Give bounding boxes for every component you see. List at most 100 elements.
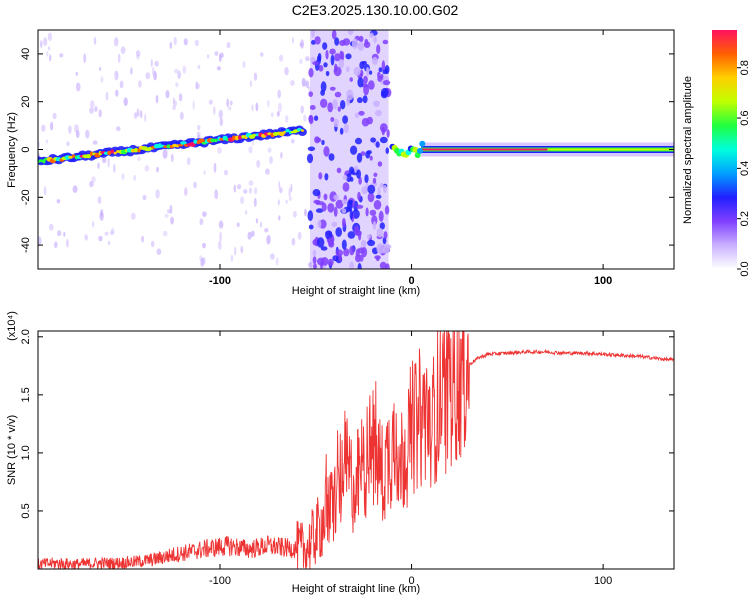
snr-x-tick-label: -100 — [209, 575, 231, 587]
ridge-core — [300, 129, 304, 132]
noise-blob — [345, 53, 352, 60]
page-title: C2E3.2025.130.10.00.G02 — [291, 2, 459, 18]
spectrogram-speckle — [290, 183, 293, 193]
snr-y-axis-title: SNR (10 * v/v) — [6, 415, 18, 485]
spectrogram-speckle — [45, 139, 48, 144]
spectrogram-speckle — [164, 213, 169, 218]
ridge-core — [172, 143, 178, 148]
spectrogram-y-tick-label: 40 — [20, 48, 32, 60]
noise-blob — [308, 68, 314, 78]
spectrogram-speckle — [226, 41, 231, 49]
spectrogram-speckle — [93, 37, 97, 45]
spectrogram-speckle — [173, 36, 177, 46]
spectrogram-speckle — [233, 184, 236, 193]
snr-y-tick-label: 2.0 — [20, 329, 32, 344]
noise-blob — [346, 89, 354, 101]
spectrogram-y-tick-label: 20 — [20, 96, 32, 108]
noise-blob — [322, 42, 328, 50]
spectrogram-speckle — [265, 168, 270, 175]
spectrogram-speckle — [47, 46, 51, 51]
spectrogram-speckle — [278, 215, 281, 221]
spectrogram-speckle — [52, 112, 57, 120]
noise-blob — [333, 206, 338, 217]
noise-blob — [342, 115, 348, 124]
noise-blob — [372, 221, 377, 230]
noise-blob — [338, 59, 345, 69]
spectrogram-speckle — [299, 42, 304, 47]
spectrogram-speckle — [228, 106, 232, 111]
noise-blob — [363, 41, 371, 48]
spectrogram-speckle — [218, 220, 224, 229]
noise-blob — [356, 152, 363, 163]
noise-blob — [340, 100, 346, 110]
spectrogram-speckle — [256, 160, 261, 168]
noise-blob — [362, 95, 368, 104]
noise-blob — [314, 36, 321, 45]
spectrogram-speckle — [216, 66, 221, 71]
ridge-core — [214, 138, 218, 143]
spectrogram-speckle — [243, 189, 248, 194]
spectrogram-speckle — [144, 113, 147, 123]
spectrogram-speckle — [135, 50, 141, 57]
noise-blob — [323, 62, 328, 68]
ridge-core — [113, 151, 117, 155]
spectrogram-speckle — [145, 72, 151, 80]
spectrogram-speckle — [74, 124, 79, 133]
noise-blob — [369, 32, 374, 39]
spectrogram-speckle — [229, 100, 233, 106]
colorbar: 0.0 0.2 0.4 0.6 0.8 Normalized spectral ampl… — [682, 30, 750, 277]
noise-blob — [308, 261, 313, 268]
noise-blob — [331, 30, 337, 40]
colorbar-tick-label: 0.0 — [739, 261, 750, 276]
ridge-core — [297, 128, 302, 131]
snr-x-tick-label: 0 — [408, 575, 414, 587]
colorbar-ticks: 0.0 0.2 0.4 0.6 0.8 — [737, 60, 750, 277]
spectrogram-x-tick-label: -100 — [209, 275, 231, 287]
spectrogram-speckle — [107, 157, 110, 168]
noise-blob — [365, 207, 369, 217]
spectrogram-speckle — [94, 106, 98, 112]
noise-blob — [349, 77, 353, 82]
spectrogram-speckle — [234, 246, 237, 256]
noise-blob — [333, 118, 339, 128]
snr-y-ticks: 0.5 1.0 1.5 2.0 — [20, 329, 674, 519]
spectrogram-speckle — [300, 105, 304, 114]
noise-blob — [381, 126, 385, 136]
spectrogram-speckle — [154, 60, 159, 67]
noise-blob — [382, 69, 388, 75]
noise-blob — [383, 231, 388, 240]
spectrogram-speckle — [165, 90, 170, 99]
spectrogram-speckle — [253, 187, 258, 195]
spectrogram-speckle — [49, 54, 52, 62]
spectrogram-speckle — [150, 240, 155, 248]
spectrogram-speckle — [247, 231, 252, 240]
noise-blob — [315, 137, 322, 143]
spectrogram-speckle — [100, 209, 104, 217]
spectrogram-speckle — [290, 80, 295, 86]
spectrogram-speckle — [183, 38, 188, 46]
spectrogram-speckle — [113, 37, 119, 47]
spectrogram-speckle — [292, 37, 294, 44]
noise-blob — [334, 53, 341, 62]
spectrogram-speckle — [285, 115, 289, 123]
spectrogram-speckle — [66, 238, 69, 248]
noise-blob — [384, 205, 390, 215]
noise-blob — [332, 99, 338, 110]
noise-blob — [349, 209, 353, 220]
spectrogram-speckle — [139, 110, 143, 119]
spectrogram-speckle — [59, 53, 64, 58]
spectrogram-speckle — [219, 117, 223, 127]
noise-blob — [308, 115, 314, 125]
noise-blob — [327, 203, 335, 213]
noise-blob — [359, 61, 365, 70]
spectrogram-x-tick-label: 100 — [594, 275, 612, 287]
spectrogram-speckle — [202, 211, 207, 218]
ridge-core — [193, 139, 198, 144]
spectrogram-panel: -100 0 100 40 20 0 -20 -40 Height of straight … — [6, 29, 675, 297]
noise-blob — [378, 67, 383, 73]
spectrogram-speckle — [285, 199, 288, 204]
ridge-core — [235, 135, 239, 141]
spectrogram-speckle — [46, 51, 49, 57]
spectrogram-speckle — [279, 187, 283, 194]
